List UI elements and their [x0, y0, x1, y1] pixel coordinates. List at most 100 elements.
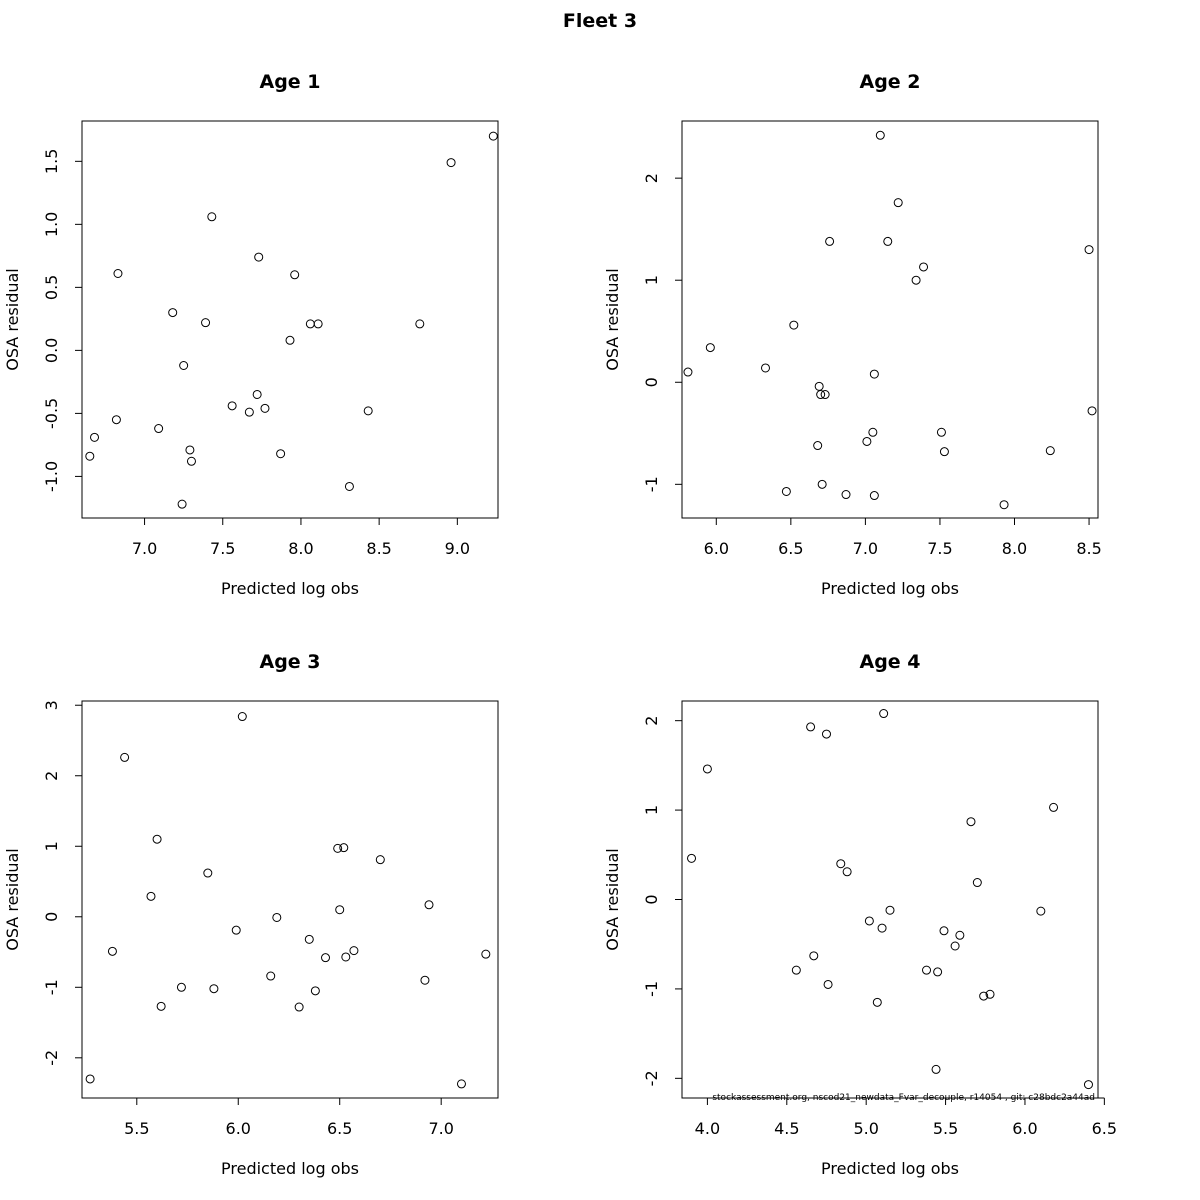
data-point [702, 764, 712, 774]
data-point [285, 335, 295, 345]
data-point [1036, 906, 1046, 916]
data-point [883, 236, 893, 246]
data-point [305, 319, 315, 329]
data-point [1087, 406, 1097, 416]
data-point [872, 997, 882, 1007]
x-tick-label: 8.5 [366, 539, 391, 558]
data-point [919, 262, 929, 272]
data-point [154, 424, 164, 434]
data-point [341, 952, 351, 962]
data-point [177, 499, 187, 509]
x-tick-label: 7.0 [132, 539, 157, 558]
x-axis-label: Predicted log obs [221, 1159, 359, 1178]
data-point [999, 500, 1009, 510]
data-point [375, 855, 385, 865]
x-tick-label: 8.0 [288, 539, 313, 558]
data-point [310, 986, 320, 996]
x-tick-label: 7.5 [927, 539, 952, 558]
data-point [113, 268, 123, 278]
data-point [760, 363, 770, 373]
data-point [179, 361, 189, 371]
y-tick-label: 0.5 [42, 275, 61, 300]
data-point [1045, 446, 1055, 456]
plot-frame [681, 120, 1099, 519]
data-point [481, 949, 491, 959]
y-tick-label: 3 [42, 700, 61, 710]
y-axis-label: OSA residual [603, 848, 622, 950]
y-tick-label: -1.0 [42, 461, 61, 492]
data-point [985, 989, 995, 999]
y-tick-label: 1 [642, 805, 661, 815]
data-point [869, 369, 879, 379]
data-point [789, 320, 799, 330]
data-point [227, 401, 237, 411]
data-point [313, 319, 323, 329]
data-point [864, 916, 874, 926]
data-point [687, 853, 697, 863]
data-point [814, 381, 824, 391]
panel-title: Age 4 [859, 651, 920, 673]
data-point [176, 982, 186, 992]
y-axis-label: OSA residual [603, 268, 622, 370]
data-point [825, 236, 835, 246]
x-tick-label: 9.0 [445, 539, 470, 558]
y-tick-label: 1.0 [42, 212, 61, 237]
data-point [781, 486, 791, 496]
data-point [972, 878, 982, 888]
data-point [979, 991, 989, 1001]
data-point [446, 158, 456, 168]
data-point [931, 1064, 941, 1074]
x-tick-label: 6.0 [226, 1119, 251, 1138]
data-point [209, 984, 219, 994]
plot-frame [681, 700, 1099, 1099]
y-tick-label: 0 [642, 894, 661, 904]
data-point [939, 447, 949, 457]
data-point [294, 1002, 304, 1012]
data-point [911, 275, 921, 285]
x-tick-label: 7.0 [853, 539, 878, 558]
y-tick-label: -1 [642, 981, 661, 997]
x-tick-label: 5.5 [933, 1119, 958, 1138]
data-point [950, 941, 960, 951]
data-point [272, 912, 282, 922]
data-point [936, 427, 946, 437]
data-point [705, 343, 715, 353]
data-point [120, 752, 130, 762]
data-point [415, 319, 425, 329]
y-tick-label: 1.5 [42, 149, 61, 174]
data-point [344, 481, 354, 491]
data-point [821, 729, 831, 739]
x-tick-label: 7.5 [210, 539, 235, 558]
x-tick-label: 7.0 [428, 1119, 453, 1138]
y-tick-label: 2 [642, 716, 661, 726]
data-point [424, 900, 434, 910]
data-point [875, 130, 885, 140]
y-axis-label: OSA residual [3, 268, 22, 370]
data-point [349, 946, 359, 956]
data-point [488, 131, 498, 141]
y-tick-label: -2 [642, 1070, 661, 1086]
data-point [254, 252, 264, 262]
data-point [885, 905, 895, 915]
data-point [823, 979, 833, 989]
x-axis-label: Predicted log obs [821, 1159, 959, 1178]
y-tick-label: -1 [42, 979, 61, 995]
data-point [290, 270, 300, 280]
data-point [333, 843, 343, 853]
data-point [868, 427, 878, 437]
panel-age-4: Age 4 4.0 4.5 5.0 5.5 6.0 6.5 -2 -1 0 1 2 Predicted … [603, 651, 1117, 1178]
data-point [168, 308, 178, 318]
data-point [955, 930, 965, 940]
x-axis-label: Predicted log obs [221, 579, 359, 598]
data-point [791, 965, 801, 975]
data-point [806, 722, 816, 732]
data-point [237, 712, 247, 722]
y-tick-label: 1 [642, 275, 661, 285]
data-point [939, 926, 949, 936]
data-point [260, 403, 270, 413]
x-tick-label: 8.0 [1002, 539, 1027, 558]
panel-age-1: Age 1 7.0 7.5 8.0 8.5 9.0 -1.0 -0.5 0.0 0.5 1.0 1.5… [3, 71, 499, 598]
plot-frame [81, 120, 499, 519]
panel-age-3: Age 3 5.5 6.0 6.5 7.0 -2 -1 0 1 2 3 Predicted log o… [3, 651, 499, 1178]
data-point [335, 905, 345, 915]
